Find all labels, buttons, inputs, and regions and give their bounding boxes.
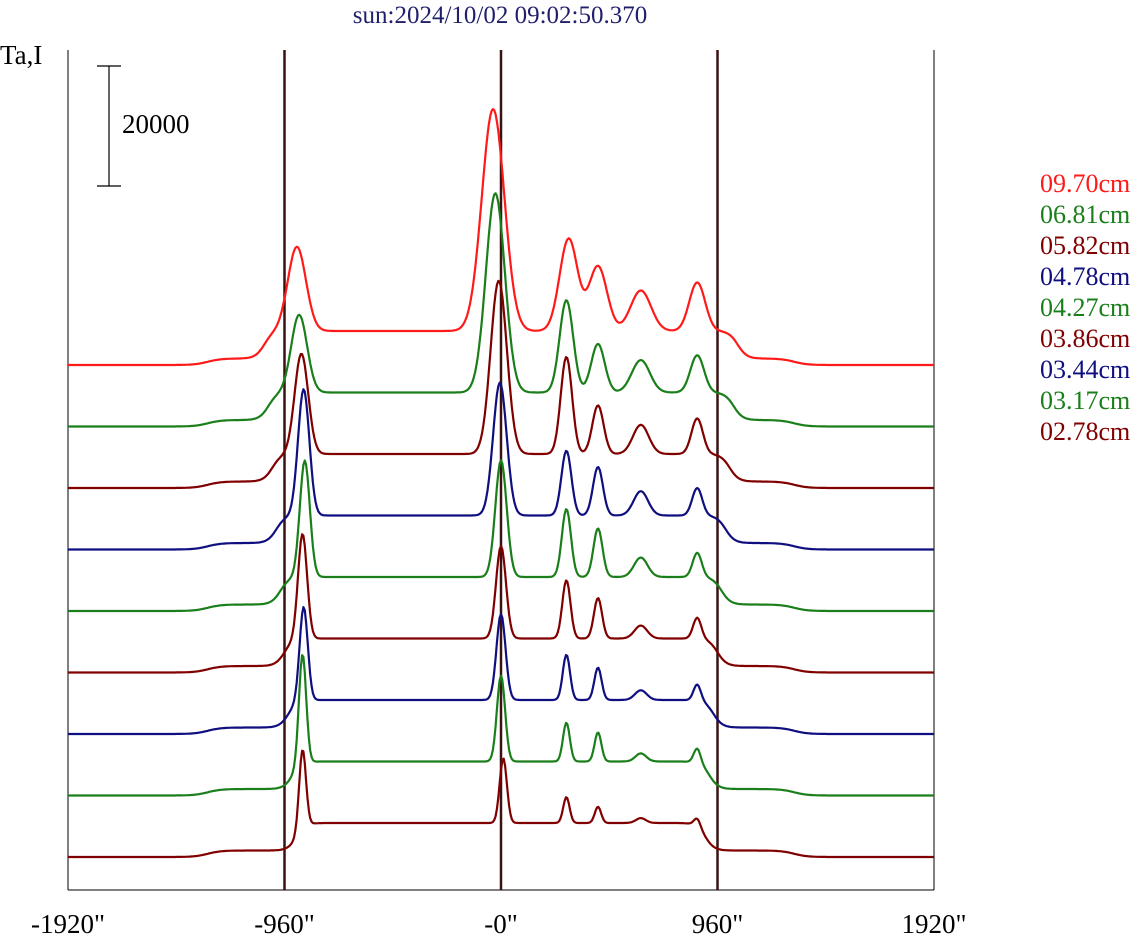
scale-bar-label: 20000: [122, 109, 190, 139]
legend-item: 03.44cm: [1040, 355, 1131, 384]
series-line-06.81cm: [68, 192, 934, 428]
legend-item: 03.17cm: [1040, 386, 1131, 415]
y-axis-label: Ta,I: [0, 40, 43, 70]
x-tick-label: 960": [692, 909, 744, 939]
x-tick-label: 1920": [901, 909, 966, 939]
legend-item: 04.27cm: [1040, 293, 1131, 322]
chart-title: sun:2024/10/02 09:02:50.370: [352, 2, 648, 29]
series-line-04.78cm: [68, 381, 934, 551]
x-tick-label: -960": [254, 909, 315, 939]
series-line-03.17cm: [68, 654, 934, 797]
x-tick-label: -0": [484, 909, 518, 939]
legend-item: 06.81cm: [1040, 200, 1131, 229]
series-line-03.86cm: [68, 533, 934, 674]
legend-item: 09.70cm: [1040, 169, 1131, 198]
legend-item: 03.86cm: [1040, 324, 1131, 353]
legend-item: 04.78cm: [1040, 262, 1131, 291]
series-line-02.78cm: [68, 749, 934, 859]
series-line-04.27cm: [68, 459, 934, 613]
x-tick-label: -1920": [31, 909, 105, 939]
series-line-05.82cm: [68, 279, 934, 490]
series-line-03.44cm: [68, 606, 934, 736]
legend-item: 05.82cm: [1040, 231, 1131, 260]
series-line-09.70cm: [68, 108, 934, 367]
legend-item: 02.78cm: [1040, 417, 1131, 446]
legend: 09.70cm 06.81cm 05.82cm 04.78cm 04.27cm 03.86…: [1040, 168, 1130, 447]
